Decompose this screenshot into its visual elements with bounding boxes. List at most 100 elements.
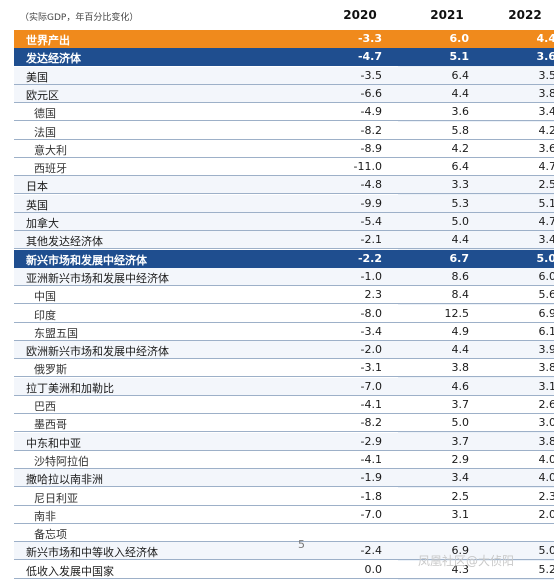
value-2020: -3.4 bbox=[360, 324, 382, 338]
value-2021: 12.5 bbox=[444, 306, 470, 320]
value-2021: 6.7 bbox=[449, 251, 470, 265]
table-row: 法国 -8.2 5.8 4.2 bbox=[14, 121, 554, 140]
row-label: 墨西哥 bbox=[34, 418, 67, 432]
row-label: 欧洲新兴市场和发展中经济体 bbox=[26, 345, 169, 359]
value-2021: 3.1 bbox=[451, 507, 470, 521]
row-label: 加拿大 bbox=[26, 217, 59, 230]
year-2022-header: 2022 bbox=[508, 8, 542, 22]
value-2021: 4.4 bbox=[451, 343, 470, 357]
row-label: 备忘项 bbox=[34, 528, 67, 542]
row-label: 尼日利亚 bbox=[34, 491, 78, 505]
value-2022: 2.0 bbox=[538, 507, 554, 521]
value-2022: 4.7 bbox=[538, 215, 554, 228]
value-2020: -8.0 bbox=[360, 306, 382, 320]
value-2021: 5.1 bbox=[449, 50, 470, 64]
value-2022: 6.1 bbox=[538, 324, 554, 338]
table-row: 欧元区 -6.6 4.4 3.8 bbox=[14, 84, 554, 103]
value-2021: 4.2 bbox=[451, 141, 470, 155]
value-2022: 3.4 bbox=[538, 233, 554, 247]
value-2021: 3.4 bbox=[451, 471, 470, 485]
year-2020-header: 2020 bbox=[343, 8, 377, 22]
row-label: 中国 bbox=[34, 290, 56, 304]
value-2021: 4.4 bbox=[451, 86, 470, 100]
value-2022: 3.6 bbox=[536, 50, 554, 64]
value-2022: 3.1 bbox=[538, 379, 554, 393]
value-2021: 5.0 bbox=[451, 416, 470, 430]
value-2022: 5.1 bbox=[538, 196, 554, 210]
row-label: 中东和中亚 bbox=[26, 436, 81, 450]
row-label: 英国 bbox=[26, 198, 48, 212]
table-row: 南非 -7.0 3.1 2.0 bbox=[14, 505, 554, 524]
value-2022: 3.8 bbox=[538, 361, 554, 375]
value-2022: 5.6 bbox=[538, 288, 554, 302]
table-row: 世界产出 -3.3 6.0 4.4 bbox=[14, 30, 554, 48]
row-label: 发达经济体 bbox=[26, 52, 81, 66]
table-header: （实际GDP，年百分比变化） 2020 2021 2022 bbox=[0, 0, 554, 30]
table-row: 西班牙 -11.0 6.4 4.7 bbox=[14, 158, 554, 177]
row-label: 法国 bbox=[34, 125, 56, 139]
value-2020: -7.0 bbox=[360, 379, 382, 393]
row-label: 德国 bbox=[34, 107, 56, 121]
value-2021: 4.4 bbox=[451, 233, 470, 247]
value-2021: 6.4 bbox=[451, 68, 470, 82]
value-2021: 2.9 bbox=[451, 452, 470, 466]
value-2022: 2.3 bbox=[538, 489, 554, 503]
unit-label: （实际GDP，年百分比变化） bbox=[20, 13, 139, 23]
value-2020: -3.3 bbox=[357, 32, 382, 45]
table-row: 意大利 -8.9 4.2 3.6 bbox=[14, 139, 554, 158]
value-2020: -7.0 bbox=[360, 507, 382, 521]
value-2022: 4.2 bbox=[538, 123, 554, 137]
value-2020: -8.2 bbox=[360, 416, 382, 430]
value-2021: 6.0 bbox=[449, 32, 470, 45]
row-label: 新兴市场和中等收入经济体 bbox=[26, 546, 158, 560]
table-row: 中国 2.3 8.4 5.6 bbox=[14, 286, 554, 305]
value-2020: 2.3 bbox=[364, 288, 383, 302]
row-label: 撒哈拉以南非洲 bbox=[26, 473, 103, 487]
row-label: 低收入发展中国家 bbox=[26, 564, 114, 578]
row-label: 俄罗斯 bbox=[34, 363, 67, 377]
value-2022: 3.4 bbox=[538, 105, 554, 119]
table-row: 美国 -3.5 6.4 3.5 bbox=[14, 66, 554, 85]
table-row: 英国 -9.9 5.3 5.1 bbox=[14, 194, 554, 213]
value-2022: 6.0 bbox=[538, 269, 554, 283]
table-row: 撒哈拉以南非洲 -1.9 3.4 4.0 bbox=[14, 469, 554, 488]
value-2021: 3.8 bbox=[451, 361, 470, 375]
value-2020: -1.8 bbox=[360, 489, 382, 503]
value-2020: -2.9 bbox=[360, 434, 382, 448]
value-2020: -4.1 bbox=[360, 452, 382, 466]
value-2021: 4.6 bbox=[451, 379, 470, 393]
table-row: 亚洲新兴市场和发展中经济体 -1.0 8.6 6.0 bbox=[14, 267, 554, 286]
value-2020: -8.9 bbox=[360, 141, 382, 155]
row-label: 拉丁美洲和加勒比 bbox=[26, 381, 114, 395]
value-2020: 0.0 bbox=[364, 562, 383, 576]
value-2022: 3.9 bbox=[538, 343, 554, 357]
value-2021: 5.0 bbox=[451, 215, 470, 228]
value-2022: 6.9 bbox=[538, 306, 554, 320]
row-label: 东盟五国 bbox=[34, 326, 78, 340]
value-2021: 3.7 bbox=[451, 398, 470, 411]
table-row: 沙特阿拉伯 -4.1 2.9 4.0 bbox=[14, 450, 554, 469]
year-2021-header: 2021 bbox=[430, 8, 464, 22]
value-2022: 5.0 bbox=[538, 544, 554, 558]
value-2022: 5.0 bbox=[536, 251, 554, 265]
value-2021: 3.7 bbox=[451, 434, 470, 448]
row-label: 意大利 bbox=[34, 143, 67, 157]
value-2022: 3.6 bbox=[538, 141, 554, 155]
value-2020: -4.8 bbox=[360, 178, 382, 192]
table-row: 德国 -4.9 3.6 3.4 bbox=[14, 103, 554, 122]
value-2020: -6.6 bbox=[360, 86, 382, 100]
table-row: 低收入发展中国家 0.0 4.3 5.2 bbox=[14, 560, 554, 579]
value-2020: -2.4 bbox=[360, 544, 382, 558]
value-2021: 4.3 bbox=[451, 562, 470, 576]
table-row: 新兴市场和中等收入经济体 -2.4 6.9 5.0 bbox=[14, 542, 554, 561]
table-row: 其他发达经济体 -2.1 4.4 3.4 bbox=[14, 231, 554, 250]
value-2022: 3.8 bbox=[538, 434, 554, 448]
row-label: 新兴市场和发展中经济体 bbox=[26, 253, 147, 267]
row-label: 沙特阿拉伯 bbox=[34, 454, 89, 468]
page-number: 5 bbox=[298, 538, 305, 551]
value-2022: 2.6 bbox=[538, 398, 554, 411]
table-row: 欧洲新兴市场和发展中经济体 -2.0 4.4 3.9 bbox=[14, 341, 554, 360]
value-2021: 4.9 bbox=[451, 324, 470, 338]
table-row: 发达经济体 -4.7 5.1 3.6 bbox=[14, 48, 554, 67]
value-2020: -1.9 bbox=[360, 471, 382, 485]
